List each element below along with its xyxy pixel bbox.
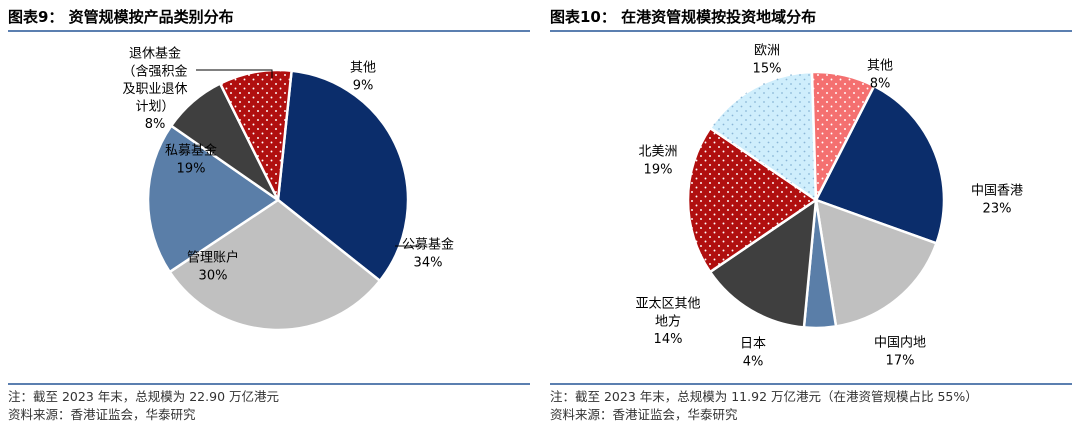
pie-slice	[708, 198, 818, 329]
title-rule	[550, 30, 1072, 32]
footer-rule	[8, 383, 530, 385]
pie-chart-investment-region: 中国香港 23% 中国内地 17% 日本 4% 亚太区其他地方 14% 北美洲 19% 欧洲 15% 其…	[635, 44, 1023, 370]
slice-label: 中国香港 23%	[971, 184, 1023, 217]
chart-title: 图表9： 资管规模按产品类别分布	[8, 8, 234, 26]
chart-source: 资料来源：香港证监会，华泰研究	[550, 407, 738, 422]
slice-label: 管理账户 30%	[187, 250, 239, 284]
slice-label: 公募基金 34%	[402, 237, 454, 271]
chart-source: 资料来源：香港证监会，华泰研究	[8, 407, 196, 422]
footer-rule	[550, 383, 1072, 385]
pie-slice	[814, 198, 938, 328]
chart-note: 注：截至 2023 年末，总规模为 11.92 万亿港元（在港资管规模占比 55…	[550, 389, 978, 404]
slice-label: 私募基金 19%	[165, 143, 217, 177]
pie-chart-product-category: 公募基金 34% 管理账户 30% 私募基金 19% 退休基金（含强积金及职业退休计划） 8%…	[122, 46, 454, 332]
pie-slice	[168, 198, 382, 332]
pie-slice	[146, 124, 280, 274]
pie-slice-pattern	[811, 71, 875, 200]
pie-slice	[814, 84, 946, 245]
leader-line	[196, 69, 273, 78]
pie-slice-pattern	[220, 69, 292, 200]
slice-label: 日本 4%	[740, 337, 766, 370]
chart-note: 注：截至 2023 年末，总规模为 22.90 万亿港元	[8, 389, 279, 404]
slice-label: 亚太区其他地方 14%	[635, 297, 700, 347]
pie-slice-pattern	[710, 72, 816, 200]
slice-label: 其他 8%	[867, 59, 893, 92]
slice-label: 中国内地 17%	[874, 335, 926, 369]
slice-label: 北美洲 19%	[638, 145, 677, 178]
slice-label: 其他 9%	[350, 61, 376, 94]
slice-label: 欧洲 15%	[753, 44, 782, 77]
slice-label: 退休基金（含强积金及职业退休计划） 8%	[122, 46, 187, 132]
pie-slice	[276, 69, 410, 282]
title-rule	[8, 30, 530, 32]
chart-panel-right: 图表10： 在港资管规模按投资地域分布 中国香港 23% 中国内地 17% 日本 4% 亚太…	[550, 0, 1072, 425]
pie-slice-pattern	[687, 128, 816, 272]
chart-title: 图表10： 在港资管规模按投资地域分布	[550, 8, 817, 26]
chart-panel-left: 图表9： 资管规模按产品类别分布 公募基金 34% 管理账户 30% 私募基金 19% 退休…	[8, 0, 530, 425]
